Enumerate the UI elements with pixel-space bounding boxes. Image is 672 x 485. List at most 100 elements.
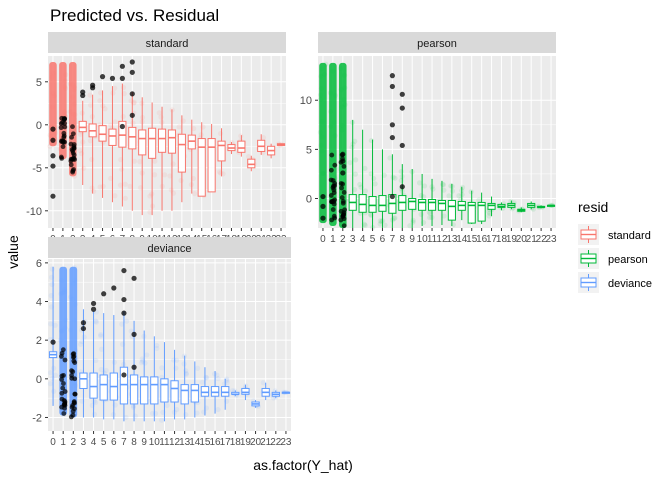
outlier-point bbox=[341, 212, 346, 218]
x-tick-label: 9 bbox=[141, 437, 147, 448]
faint-point bbox=[48, 321, 54, 327]
faint-point bbox=[93, 318, 99, 324]
outlier-point bbox=[59, 377, 65, 382]
outlier-point bbox=[330, 185, 336, 191]
outlier-point bbox=[60, 144, 66, 150]
outlier-point bbox=[58, 125, 64, 131]
faint-point bbox=[112, 193, 118, 199]
faint-point bbox=[357, 181, 363, 188]
outlier-point bbox=[399, 184, 405, 190]
box bbox=[138, 129, 147, 156]
faint-point bbox=[486, 213, 492, 219]
x-tick-label: 17 bbox=[220, 437, 232, 448]
faint-point bbox=[152, 172, 158, 178]
faint-point bbox=[132, 413, 138, 419]
legend-title: resid bbox=[578, 199, 608, 215]
box bbox=[128, 126, 137, 150]
outlier-point bbox=[332, 162, 338, 168]
faint-point bbox=[102, 106, 108, 112]
panel-background bbox=[48, 259, 291, 431]
x-tick-label: 8 bbox=[400, 234, 406, 245]
faint-point bbox=[119, 166, 125, 172]
box bbox=[89, 372, 98, 399]
x-tick-label: 19 bbox=[506, 234, 518, 245]
faint-point bbox=[215, 406, 221, 413]
x-tick-label: 19 bbox=[240, 437, 252, 448]
chart-title: Predicted vs. Residual bbox=[50, 6, 219, 25]
faint-point bbox=[147, 209, 153, 215]
x-tick-label: 0 bbox=[50, 437, 56, 448]
faint-point bbox=[198, 132, 204, 138]
faint-point bbox=[138, 360, 145, 366]
box bbox=[447, 199, 456, 221]
faint-point bbox=[203, 374, 209, 380]
x-tick-label: 8 bbox=[131, 437, 137, 448]
faint-point bbox=[362, 188, 369, 194]
x-tick-label: 20 bbox=[250, 437, 262, 448]
box bbox=[207, 138, 216, 193]
x-tick-label: 6 bbox=[111, 437, 117, 448]
faint-point bbox=[476, 197, 482, 203]
outlier-point bbox=[70, 131, 76, 137]
faint-point bbox=[130, 120, 136, 126]
faint-point bbox=[217, 130, 224, 137]
outlier-point bbox=[129, 91, 135, 97]
box bbox=[170, 380, 179, 403]
faint-point bbox=[421, 183, 428, 189]
x-tick-label: 12 bbox=[169, 437, 181, 448]
x-tick-label: 11 bbox=[427, 234, 438, 245]
x-tick-label: 2 bbox=[340, 234, 346, 245]
outlier-point bbox=[90, 300, 97, 307]
box bbox=[437, 199, 447, 211]
faint-point bbox=[100, 183, 106, 189]
faint-point bbox=[144, 352, 150, 358]
faint-point bbox=[97, 98, 103, 104]
outlier-point bbox=[121, 310, 127, 316]
x-tick-label: 7 bbox=[390, 234, 396, 245]
outlier-point bbox=[68, 141, 74, 147]
outlier-point bbox=[399, 142, 405, 149]
faint-point bbox=[427, 210, 433, 216]
outlier-point bbox=[60, 385, 66, 391]
faint-point bbox=[229, 140, 235, 146]
faint-point bbox=[131, 99, 137, 105]
outlier-point bbox=[129, 69, 135, 75]
outlier-point bbox=[59, 115, 65, 121]
outlier-point bbox=[80, 325, 87, 332]
faint-point bbox=[446, 193, 452, 199]
y-tick-label: 5 bbox=[306, 144, 312, 156]
faint-point bbox=[168, 187, 174, 193]
outlier-point bbox=[62, 357, 68, 363]
outlier-point bbox=[320, 203, 326, 209]
faint-point bbox=[127, 183, 133, 189]
faint-point bbox=[128, 98, 134, 104]
facet-panel-standard: standard-10-5050123456789101112131415161… bbox=[26, 32, 287, 245]
outlier-point bbox=[72, 360, 78, 365]
outlier-point bbox=[69, 147, 75, 152]
faint-point bbox=[390, 174, 396, 180]
facet-strip-label: pearson bbox=[417, 38, 457, 50]
x-tick-label: 20 bbox=[516, 234, 528, 245]
faint-point bbox=[47, 370, 54, 376]
faint-point bbox=[173, 365, 179, 371]
faint-point bbox=[170, 161, 176, 167]
faint-point bbox=[164, 402, 170, 409]
faint-point bbox=[441, 213, 447, 219]
panel-background bbox=[48, 56, 286, 228]
faint-point bbox=[200, 124, 206, 130]
faint-point bbox=[77, 147, 83, 154]
outlier-point bbox=[59, 390, 65, 396]
faint-point bbox=[91, 398, 97, 404]
x-tick-label: 15 bbox=[466, 234, 478, 245]
faint-point bbox=[51, 388, 57, 394]
faint-point bbox=[98, 346, 105, 352]
faint-point bbox=[362, 222, 368, 228]
box bbox=[221, 386, 230, 397]
outlier-point bbox=[340, 156, 345, 162]
x-tick-label: 1 bbox=[330, 234, 336, 245]
faint-point bbox=[158, 417, 165, 423]
box bbox=[167, 129, 177, 154]
faint-point bbox=[51, 365, 57, 371]
box bbox=[98, 125, 107, 142]
faint-point bbox=[131, 158, 137, 164]
